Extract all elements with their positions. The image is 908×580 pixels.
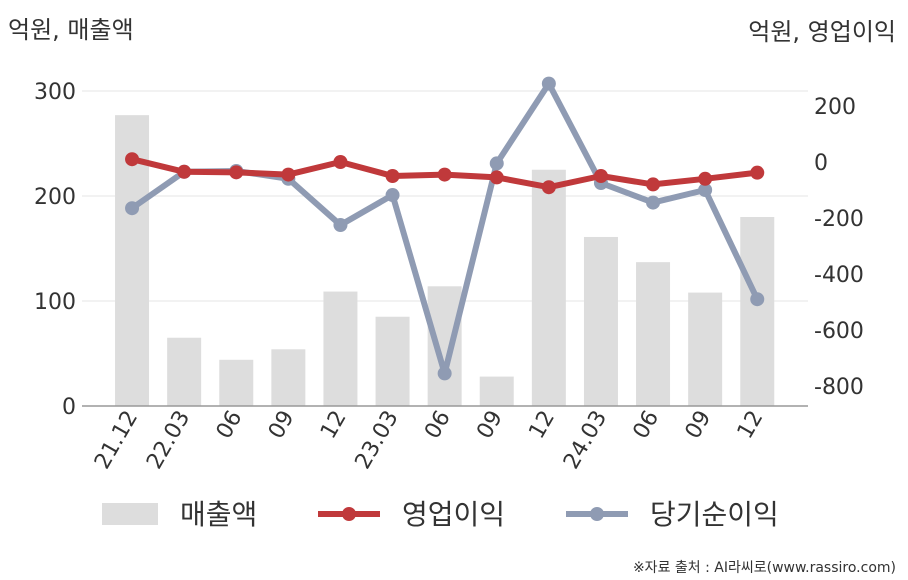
bar-sales bbox=[167, 337, 202, 406]
legend-swatch-sales bbox=[102, 503, 158, 525]
legend-label-sales: 매출액 bbox=[180, 498, 257, 531]
point-net bbox=[750, 292, 765, 307]
x-tick-label: 12 bbox=[316, 407, 352, 444]
lines bbox=[125, 76, 765, 381]
point-net bbox=[698, 183, 713, 197]
point-operating bbox=[333, 155, 348, 169]
bar-sales bbox=[219, 359, 254, 406]
bar-sales bbox=[740, 217, 775, 406]
point-net bbox=[333, 218, 348, 232]
x-tick-label: 12 bbox=[733, 407, 769, 444]
point-operating bbox=[177, 164, 192, 179]
point-operating bbox=[541, 180, 556, 195]
point-operating bbox=[489, 170, 504, 185]
point-operating bbox=[281, 167, 296, 182]
legend-marker-net bbox=[590, 507, 604, 521]
x-tick-label: 09 bbox=[681, 407, 717, 444]
x-tick-label: 06 bbox=[420, 407, 456, 444]
right-tick-label: -800 bbox=[814, 375, 864, 400]
x-tick-label: 09 bbox=[264, 407, 300, 444]
legend-marker-operating bbox=[342, 507, 356, 521]
point-net bbox=[489, 156, 504, 171]
bar-sales bbox=[375, 316, 410, 406]
point-operating bbox=[229, 165, 244, 180]
bar-sales bbox=[271, 349, 306, 406]
x-tick-label: 21.12 bbox=[90, 407, 143, 474]
x-tick-label: 06 bbox=[629, 407, 665, 444]
left-tick-label: 200 bbox=[34, 185, 76, 210]
x-tick-label: 12 bbox=[524, 407, 560, 444]
legend-label-net: 당기순이익 bbox=[650, 498, 779, 531]
point-net bbox=[437, 366, 452, 381]
point-operating bbox=[593, 169, 608, 183]
bar-sales bbox=[531, 169, 566, 406]
point-operating bbox=[698, 171, 713, 186]
point-operating bbox=[385, 169, 400, 183]
bar-sales bbox=[636, 262, 671, 406]
point-operating bbox=[437, 167, 452, 182]
point-operating bbox=[750, 165, 765, 180]
right-axis-unit: 억원, 영업이익 bbox=[748, 18, 896, 46]
right-axis-ticks: 200 0 -200 -400 -600 -800 bbox=[814, 95, 864, 400]
grid bbox=[82, 90, 808, 302]
x-tick-label: 06 bbox=[212, 407, 248, 444]
left-tick-label: 100 bbox=[34, 290, 76, 315]
point-operating bbox=[125, 152, 140, 167]
x-tick-label: 23.03 bbox=[351, 407, 404, 474]
left-tick-label: 300 bbox=[34, 80, 76, 105]
bar-sales bbox=[323, 291, 358, 406]
bar-sales bbox=[479, 376, 514, 406]
right-tick-label: 200 bbox=[814, 95, 856, 120]
point-net bbox=[125, 201, 140, 216]
point-net bbox=[646, 195, 661, 210]
source-note: ※자료 출처 : AI라씨로(www.rassiro.com) bbox=[633, 560, 896, 576]
right-tick-label: -400 bbox=[814, 263, 864, 288]
bar-sales bbox=[688, 292, 723, 406]
left-axis-ticks: 0 100 200 300 bbox=[34, 80, 76, 420]
bar-sales bbox=[427, 286, 462, 406]
bar-sales bbox=[583, 236, 618, 406]
x-tick-label: 24.03 bbox=[559, 407, 612, 474]
right-tick-label: 0 bbox=[814, 151, 828, 176]
legend: 매출액 영업이익 당기순이익 bbox=[102, 498, 779, 531]
right-tick-label: -200 bbox=[814, 207, 864, 232]
right-tick-label: -600 bbox=[814, 319, 864, 344]
point-net bbox=[541, 76, 556, 91]
x-tick-label: 09 bbox=[472, 407, 508, 444]
legend-label-operating: 영업이익 bbox=[402, 498, 505, 531]
left-axis-unit: 억원, 매출액 bbox=[8, 16, 134, 44]
point-operating bbox=[646, 177, 661, 192]
point-net bbox=[385, 188, 400, 203]
left-tick-label: 0 bbox=[62, 395, 76, 420]
x-tick-label: 22.03 bbox=[142, 407, 195, 474]
